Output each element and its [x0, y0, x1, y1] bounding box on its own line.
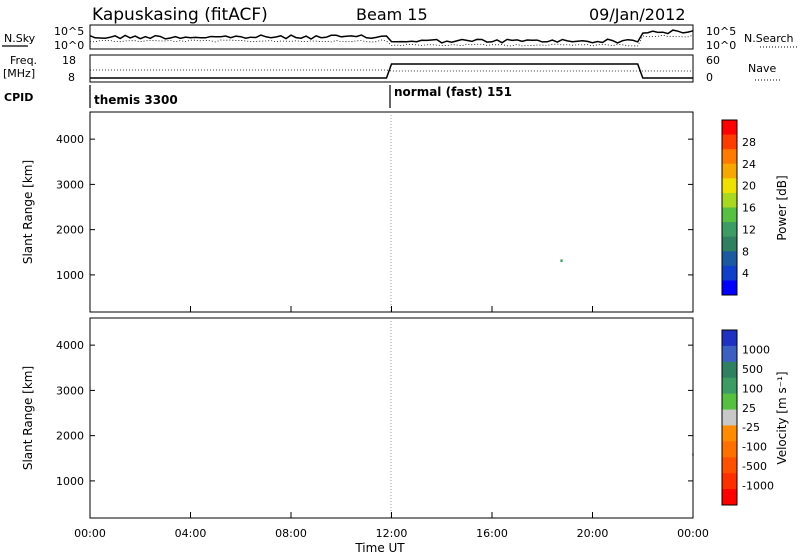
- colorbar-swatch: [722, 377, 737, 395]
- colorbar-swatch: [722, 178, 737, 194]
- freq-label: Freq.: [10, 54, 37, 67]
- y-tick-label: 4000: [56, 133, 84, 146]
- y-tick-label: 2000: [56, 430, 84, 443]
- velocity-y-axis: 4000 3000 2000 1000: [56, 339, 693, 488]
- colorbar-swatch: [722, 192, 737, 208]
- colorbar-tick-label: -25: [742, 421, 760, 434]
- x-tick-label: 20:00: [577, 527, 609, 540]
- noise-right-tick-top: 10^5: [706, 25, 736, 38]
- x-tick-label: 00:00: [74, 527, 106, 540]
- colorbar-tick-label: -100: [742, 441, 767, 454]
- colorbar-tick-label: 100: [742, 382, 763, 395]
- colorbar-swatch: [722, 163, 737, 179]
- freq-tick-bottom: 8: [68, 71, 75, 84]
- colorbar-tick-label: 4: [742, 267, 749, 280]
- cpid-segment-1: themis 3300: [94, 93, 178, 107]
- power-colorbar: 28 24 20 16 12 8 4 Power [dB]: [721, 119, 789, 296]
- power-ylabel: Slant Range [km]: [21, 160, 35, 264]
- colorbar-swatch: [722, 425, 737, 442]
- velocity-panel: 4000 3000 2000 1000 Slant Range [km]: [21, 317, 695, 519]
- nave-tick-bottom: 0: [706, 71, 713, 84]
- noise-panel: N.Sky 10^5 10^0 10^5 10^0 N.Search: [2, 24, 797, 52]
- colorbar-tick-label: 8: [742, 245, 749, 258]
- x-tick-label: 04:00: [175, 527, 207, 540]
- y-tick-label: 2000: [56, 224, 84, 237]
- cpid-label: CPID: [4, 91, 33, 104]
- colorbar-swatch: [722, 393, 737, 411]
- station-title: Kapuskasing (fitACF): [92, 5, 268, 25]
- colorbar-swatch: [722, 251, 737, 267]
- colorbar-tick-label: 16: [742, 202, 756, 215]
- colorbar-swatch: [722, 149, 737, 165]
- y-tick-label: 1000: [56, 475, 84, 488]
- x-axis: 00:00 04:00 08:00 12:00 16:00 20:00 00:00: [74, 306, 709, 540]
- colorbar-tick-label: 20: [742, 180, 756, 193]
- noise-search-label: N.Search: [744, 32, 794, 45]
- noise-sky-trace: [89, 29, 694, 44]
- power-panel: 4000 3000 2000 1000 Slant Range [km]: [21, 111, 694, 313]
- y-tick-label: 3000: [56, 384, 84, 397]
- y-tick-label: 3000: [56, 178, 84, 191]
- nave-tick-top: 60: [706, 54, 720, 67]
- colorbar-swatch: [722, 473, 737, 490]
- colorbar-tick-label: 1000: [742, 343, 770, 356]
- noise-left-tick-top: 10^5: [54, 25, 84, 38]
- freq-tick-top: 18: [62, 54, 76, 67]
- colorbar-swatch: [722, 345, 737, 363]
- colorbar-swatch: [722, 236, 737, 252]
- velocity-colorbar: 1000 500 100 25 -25 -100 -500 -1000 Velocity [m…: [721, 329, 789, 506]
- colorbar-swatch: [722, 441, 737, 458]
- y-tick-label: 4000: [56, 339, 84, 352]
- colorbar-tick-label: 25: [742, 402, 756, 415]
- noise-search-trace: [89, 34, 694, 47]
- y-tick-label: 1000: [56, 269, 84, 282]
- x-tick-label: 12:00: [376, 527, 408, 540]
- freq-panel: Freq. [MHz] 18 8 60 0 Nave: [3, 54, 780, 84]
- colorbar-swatch: [722, 280, 737, 296]
- x-tick-label: 00:00: [677, 527, 709, 540]
- cpid-panel: CPID themis 3300 normal (fast) 151: [4, 85, 512, 108]
- heatmap-cell: [560, 259, 563, 262]
- colorbar-swatch: [722, 120, 737, 136]
- x-axis-label: Time UT: [354, 541, 405, 554]
- colorbar-swatch: [722, 265, 737, 281]
- colorbar-swatch: [722, 457, 737, 474]
- colorbar-tick-label: 24: [742, 158, 756, 171]
- colorbar-swatch: [722, 207, 737, 223]
- power-heatmap-cells: [560, 259, 563, 262]
- x-tick-label: 16:00: [476, 527, 508, 540]
- x-tick-label: 08:00: [275, 527, 307, 540]
- cpid-segment-2: normal (fast) 151: [394, 85, 512, 99]
- beam-title: Beam 15: [356, 5, 428, 24]
- colorbar-tick-label: 12: [742, 223, 756, 236]
- colorbar-swatch: [722, 361, 737, 379]
- power-colorbar-title: Power [dB]: [775, 175, 789, 240]
- noise-sky-label: N.Sky: [4, 32, 36, 45]
- freq-trace: [90, 63, 693, 79]
- noise-left-tick-bottom: 10^0: [54, 39, 84, 52]
- colorbar-swatch: [722, 222, 737, 238]
- colorbar-swatch: [722, 134, 737, 150]
- colorbar-tick-label: -1000: [742, 480, 774, 493]
- colorbar-tick-label: 28: [742, 136, 756, 149]
- colorbar-tick-label: -500: [742, 460, 767, 473]
- colorbar-swatch: [722, 330, 737, 347]
- velocity-colorbar-title: Velocity [m s⁻¹]: [775, 371, 789, 464]
- nave-label: Nave: [748, 62, 776, 75]
- date-title: 09/Jan/2012: [589, 5, 686, 24]
- power-y-axis: 4000 3000 2000 1000: [56, 133, 693, 282]
- nave-trace: [90, 69, 693, 72]
- colorbar-swatch: [722, 409, 737, 426]
- freq-unit-label: [MHz]: [3, 67, 35, 80]
- velocity-ylabel: Slant Range [km]: [21, 366, 35, 470]
- noise-right-tick-bottom: 10^0: [706, 39, 736, 52]
- colorbar-tick-label: 500: [742, 363, 763, 376]
- colorbar-swatch: [722, 489, 737, 506]
